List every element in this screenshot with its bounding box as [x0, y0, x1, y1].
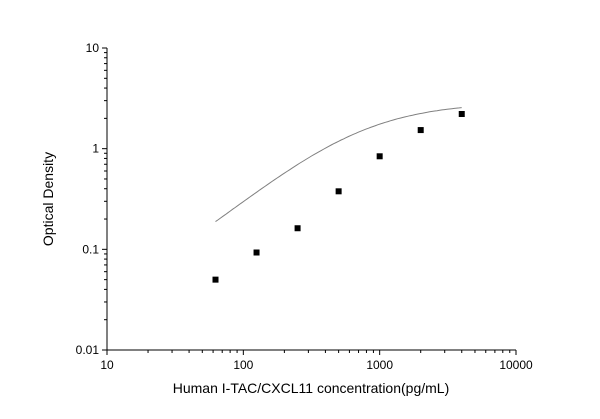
data-points	[212, 110, 465, 283]
fit-curve-path	[215, 107, 462, 223]
data-point-marker	[417, 127, 424, 134]
y-tick-label: 10	[86, 41, 100, 55]
data-point-marker	[335, 188, 342, 195]
x-tick-label: 10000	[499, 358, 533, 372]
data-point-marker	[212, 276, 219, 283]
x-axis-title: Human I-TAC/CXCL11 concentration(pg/mL)	[173, 380, 449, 396]
y-tick-label: 0.1	[82, 242, 99, 256]
x-tick-label: 10	[100, 358, 114, 372]
axes: 10 100 1000 10000 0.01 0.1 1 10	[76, 41, 533, 372]
y-axis-title: Optical Density	[40, 152, 56, 246]
fit-curve	[215, 107, 462, 223]
data-point-marker	[376, 153, 383, 160]
data-point-marker	[253, 249, 260, 256]
x-tick-label: 100	[233, 358, 253, 372]
y-tick-label: 1	[92, 142, 99, 156]
data-point-marker	[294, 225, 301, 232]
y-tick-label: 0.01	[76, 343, 100, 357]
data-point-marker	[458, 110, 465, 117]
x-tick-label: 1000	[366, 358, 393, 372]
